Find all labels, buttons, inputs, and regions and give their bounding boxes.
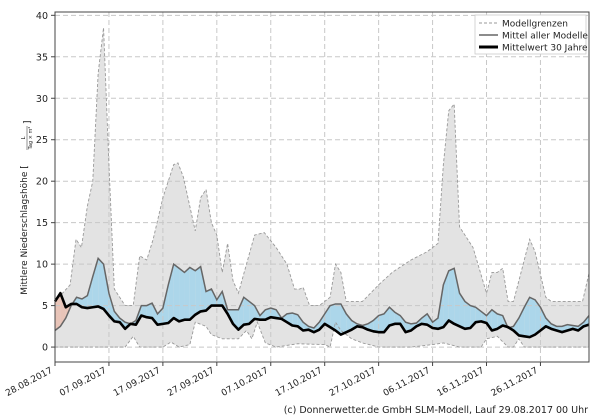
above-normal-fill (459, 293, 465, 329)
above-normal-fill (200, 266, 207, 312)
above-normal-fill (324, 305, 331, 328)
above-normal-fill (421, 313, 428, 325)
below-normal-fill (60, 293, 66, 327)
above-normal-fill (292, 313, 298, 327)
above-normal-fill (335, 303, 341, 335)
x-tick-label: 26.11.2017 (490, 366, 540, 399)
x-tick-label: 28.08.2017 (4, 366, 54, 399)
x-tick-label: 27.10.2017 (328, 366, 378, 399)
y-tick-label: 25 (36, 135, 48, 146)
y-unit-bracket: ] (23, 120, 33, 124)
above-normal-fill (443, 270, 449, 328)
above-normal-fill (179, 268, 185, 322)
above-normal-fill (524, 297, 530, 338)
plot-frame (54, 11, 590, 363)
y-tick-label: 0 (42, 343, 48, 354)
above-normal-fill (432, 318, 438, 329)
above-normal-fill (184, 267, 190, 320)
above-normal-fill (330, 303, 336, 331)
y-axis-label: Mittlere Niederschlagshöhe [ (20, 165, 30, 295)
above-normal-fill (464, 301, 471, 329)
above-normal-fill (141, 305, 147, 318)
above-normal-fill (243, 297, 250, 325)
above-normal-fill (189, 267, 196, 320)
above-normal-fill (319, 313, 325, 330)
y-axis-unit: L Tag × m²] (21, 120, 34, 150)
copyright-credit: (c) Donnerwetter.de GmbH SLM-Modell, Lau… (283, 405, 588, 416)
above-normal-fill (216, 291, 223, 306)
above-normal-fill (92, 258, 99, 308)
above-normal-fill (378, 313, 385, 333)
above-normal-fill (491, 309, 498, 331)
legend-label: Modellgrenzen (502, 19, 568, 29)
above-normal-fill (346, 313, 352, 333)
above-normal-fill (146, 303, 153, 319)
y-unit-numerator: L (21, 136, 27, 140)
above-normal-fill (529, 297, 536, 338)
above-normal-fill (98, 258, 104, 309)
above-normal-fill (540, 307, 546, 331)
y-tick-label: 15 (36, 218, 48, 229)
model-lower-line (55, 320, 589, 348)
above-normal-fill (448, 268, 455, 324)
y-tick-label: 20 (36, 177, 48, 188)
above-normal-fill (173, 264, 180, 322)
x-tick-label: 17.09.2017 (112, 366, 162, 399)
below-normal-fill (55, 293, 61, 331)
above-normal-fill (535, 299, 541, 335)
model-mean-line (54, 256, 590, 332)
above-normal-fill (162, 284, 169, 324)
legend: Modellgrenzen Mittel aller Modelle Mittelw… (474, 14, 588, 55)
above-normal-fill (481, 311, 487, 324)
y-tick-label: 10 (36, 260, 48, 271)
x-tick-label: 07.10.2017 (220, 366, 270, 399)
legend-label: Mittelwert 30 Jahre (502, 43, 588, 53)
y-tick-label: 30 (36, 94, 48, 105)
above-normal-fill (157, 308, 163, 325)
y-tick-label: 5 (42, 301, 48, 312)
above-normal-fill (195, 266, 201, 315)
legend-label: Mittel aller Modelle (502, 31, 588, 41)
above-normal-fill (168, 264, 174, 324)
above-normal-fill (518, 307, 525, 337)
model-upper-line (54, 27, 590, 307)
above-normal-fill (103, 264, 109, 316)
y-unit-denominator: Tag × m² (28, 127, 34, 151)
above-normal-fill (249, 301, 255, 324)
x-tick-label: 07.09.2017 (58, 366, 108, 399)
y-tick-label: 35 (36, 52, 48, 63)
x-tick-label: 06.11.2017 (382, 366, 432, 399)
above-normal-fill (87, 276, 93, 309)
x-tick-label: 17.10.2017 (274, 366, 324, 399)
x-tick-label: 27.09.2017 (166, 366, 216, 399)
above-normal-fill (270, 308, 277, 319)
x-tick-label: 16.11.2017 (436, 366, 486, 399)
above-normal-fill (303, 322, 309, 331)
climate-mean-line (53, 291, 590, 339)
y-tick-label: 40 (36, 11, 48, 22)
above-normal-fill (454, 268, 460, 327)
model-range-band (55, 27, 589, 348)
